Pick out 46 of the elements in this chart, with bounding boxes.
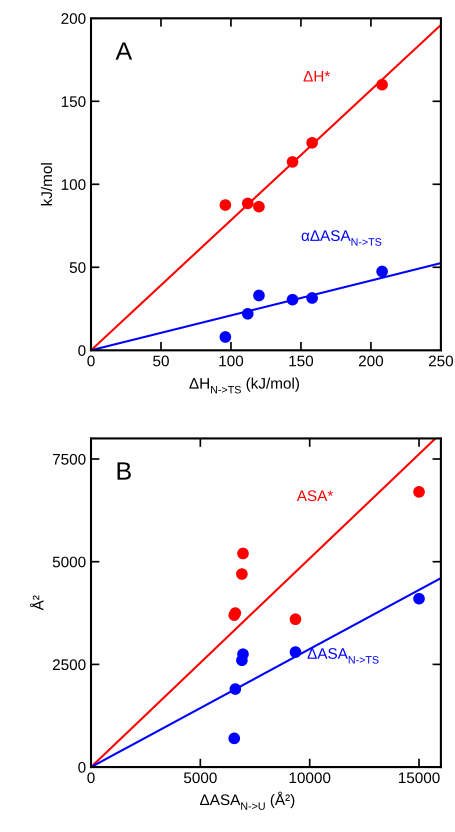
x-tick-label: 100 (219, 356, 244, 366)
y-axis-title: kJ/mol (40, 163, 52, 206)
x-tick-label: 50 (153, 356, 169, 366)
point (253, 200, 265, 213)
point (376, 78, 388, 91)
x-tick-label: 5000 (184, 772, 217, 784)
y-tick-label: 7500 (52, 454, 86, 465)
annotation: ΔH* (304, 71, 330, 82)
point (286, 294, 298, 306)
x-tick-label: 200 (358, 356, 384, 366)
point (413, 486, 425, 498)
point (290, 646, 302, 658)
y-tick-label: 5000 (52, 556, 86, 568)
y-tick-label: 0 (78, 345, 86, 356)
y-tick-label: 200 (61, 13, 86, 24)
point (237, 548, 249, 560)
annotation: B (118, 462, 131, 480)
y-axis-title: Å² (30, 595, 44, 610)
x-tick-label: 250 (428, 356, 454, 366)
annotation: A (116, 42, 132, 60)
point (220, 331, 232, 343)
y-tick-label: 50 (70, 262, 86, 273)
point (237, 648, 249, 660)
point (413, 592, 425, 604)
point (253, 290, 265, 302)
point (230, 683, 242, 695)
point (286, 156, 298, 168)
point (290, 613, 302, 626)
point (228, 732, 240, 744)
x-tick-label: 0 (87, 356, 95, 366)
point (306, 292, 318, 304)
y-tick-label: 100 (62, 179, 86, 190)
y-tick-label: 2500 (52, 659, 86, 670)
point (376, 266, 388, 278)
x-tick-label: 15000 (398, 772, 440, 784)
point (242, 198, 254, 210)
y-tick-label: 150 (62, 96, 86, 107)
x-tick-label: 150 (289, 356, 314, 366)
point (306, 136, 318, 149)
y-tick-label: 0 (78, 762, 86, 773)
point (220, 199, 232, 211)
point (242, 308, 254, 320)
x-tick-label: 0 (87, 772, 95, 784)
point (236, 568, 248, 580)
x-tick-label: 10000 (290, 772, 330, 784)
annotation: ASA* (296, 490, 334, 502)
